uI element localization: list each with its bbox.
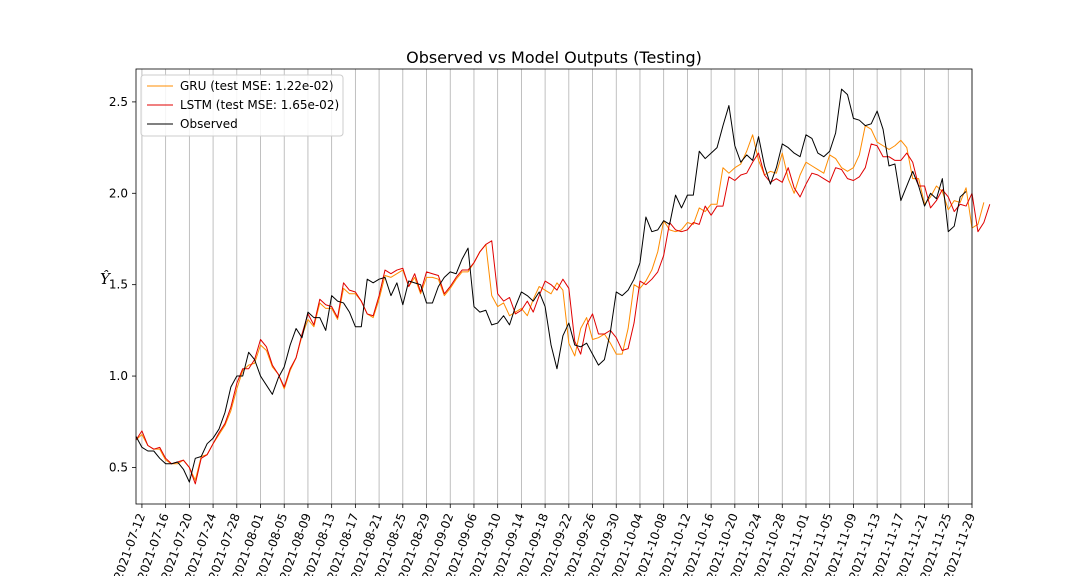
chart-series-lines: [135, 88, 991, 485]
legend-label-observed: Observed: [180, 117, 238, 131]
plot-frame: [135, 68, 973, 505]
legend-label-gru: GRU (test MSE: 1.22e-02): [180, 79, 334, 93]
series-line-observed: [135, 88, 967, 483]
legend-label-lstm: LSTM (test MSE: 1.65e-02): [180, 98, 339, 112]
series-line-lstm: [135, 143, 991, 485]
y-tick-label: 0.5: [109, 460, 128, 474]
y-tick-label: 1.0: [109, 369, 128, 383]
y-tick-label: 1.5: [109, 278, 128, 292]
legend: GRU (test MSE: 1.22e-02) LSTM (test MSE:…: [140, 74, 344, 137]
y-axis-label: Ŷ: [100, 270, 112, 288]
legend-box: [140, 74, 344, 137]
y-tick-label: 2.0: [109, 186, 128, 200]
x-axis: 2021-07-122021-07-162021-07-202021-07-24…: [111, 504, 978, 576]
chart-title: Observed vs Model Outputs (Testing): [406, 48, 702, 67]
y-axis: 0.5 1.0 1.5 2.0 2.5: [109, 95, 136, 474]
y-tick-label: 2.5: [109, 95, 128, 109]
